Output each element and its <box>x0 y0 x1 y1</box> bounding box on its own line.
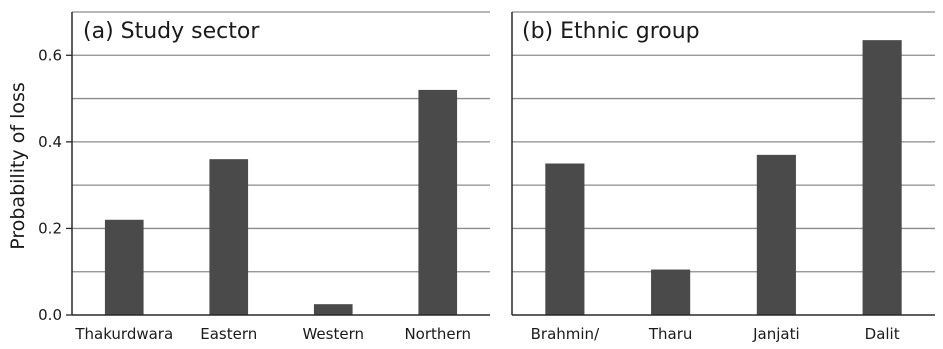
y-tick-label: 0.0 <box>38 306 62 324</box>
panel-a-title: (a) Study sector <box>83 19 260 44</box>
panel-b-x-labels: Brahmin/Tharu Janjati Dalit <box>531 325 900 343</box>
panel-a-bars <box>104 89 458 316</box>
panel-b-bars <box>545 40 902 316</box>
bar <box>104 219 144 315</box>
x-category-label: Brahmin/ <box>531 325 600 343</box>
bar <box>756 154 796 315</box>
x-category-label: Eastern <box>200 325 257 343</box>
panel-a-x-labels: Thakurdwara Eastern Western Northern <box>74 325 471 343</box>
bar <box>418 89 458 316</box>
y-tick-label: 0.4 <box>38 133 62 151</box>
bar <box>651 269 691 315</box>
x-category-label: Tharu <box>648 325 693 343</box>
x-category-label: Dalit <box>865 325 900 343</box>
x-category-label: Northern <box>404 325 471 343</box>
panel-ethnic-group: Brahmin/Tharu Janjati Dalit (b) Ethnic gro… <box>511 11 935 343</box>
x-category-label: Janjati <box>752 325 800 343</box>
y-axis-title: Probability of loss <box>7 82 29 250</box>
x-category-label: Thakurdwara <box>74 325 173 343</box>
x-category-label: Western <box>302 325 364 343</box>
bar <box>862 40 902 316</box>
y-tick-label: 0.2 <box>38 219 62 237</box>
bar <box>209 159 249 315</box>
panel-b-title: (b) Ethnic group <box>522 19 700 44</box>
y-tick-label: 0.6 <box>38 46 62 64</box>
bar <box>313 304 353 315</box>
panel-study-sector: 0.0 0.2 0.4 0.6 Thakurdwara Eastern Western No… <box>7 11 490 343</box>
panel-a-y-ticks: 0.0 0.2 0.4 0.6 <box>38 46 72 324</box>
bar <box>545 163 585 315</box>
